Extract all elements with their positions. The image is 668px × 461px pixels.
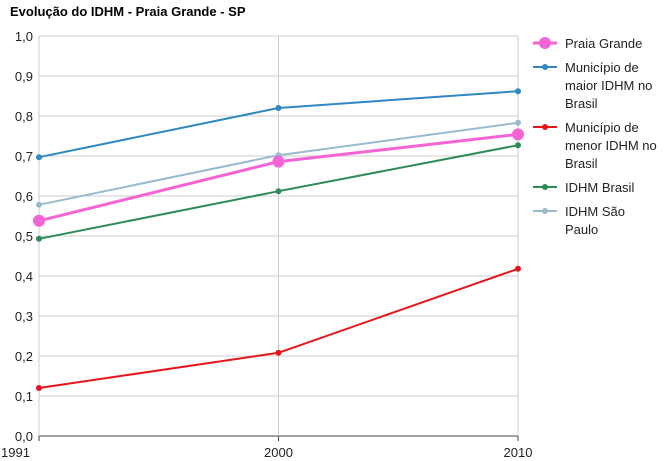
- x-tick-label: 2010: [504, 445, 533, 460]
- data-point: [512, 128, 524, 141]
- legend-label: Município de: [565, 60, 639, 75]
- axes: 0,0 0,1 0,2 0,3 0,4 0,5 0,6 0,7 0,8 0,9 1,0 1991 200…: [1, 29, 532, 460]
- y-tick-label: 0,0: [15, 429, 33, 444]
- x-tick-label: 1991: [1, 445, 30, 460]
- data-point: [515, 88, 521, 95]
- legend-item: Praia Grande: [533, 36, 642, 51]
- data-point: [36, 154, 42, 161]
- legend-label: IDHM São: [565, 204, 625, 219]
- legend-label: Brasil: [565, 156, 598, 171]
- data-point: [275, 105, 282, 111]
- series-2: [36, 265, 521, 391]
- y-tick-label: 0,6: [15, 189, 33, 204]
- y-tick-label: 0,9: [15, 69, 33, 84]
- legend-label: maior IDHM no: [565, 78, 652, 93]
- legend-item: Município de menor IDHM no Brasil: [533, 120, 657, 171]
- legend-swatch-marker: [542, 124, 548, 130]
- data-point: [275, 349, 282, 356]
- y-tick-label: 0,7: [15, 149, 33, 164]
- y-tick-label: 0,2: [15, 349, 33, 364]
- data-point: [36, 201, 42, 208]
- legend-swatch-marker: [539, 37, 551, 49]
- legend-swatch-marker: [542, 208, 548, 214]
- legend-label: Brasil: [565, 96, 598, 111]
- legend-swatch-marker: [542, 184, 548, 190]
- x-tick-label: 2000: [264, 445, 293, 460]
- chart-title: Evolução do IDHM - Praia Grande - SP: [10, 4, 246, 19]
- data-point: [515, 119, 521, 126]
- series-lines: [33, 88, 524, 391]
- legend-item: Município de maior IDHM no Brasil: [533, 60, 652, 111]
- legend-label: IDHM Brasil: [565, 180, 634, 195]
- legend-swatch-marker: [542, 64, 548, 70]
- data-point: [272, 155, 285, 168]
- series-0: [33, 128, 524, 227]
- y-tick-label: 1,0: [15, 29, 33, 44]
- grid: [38, 35, 519, 437]
- data-point: [515, 142, 521, 149]
- legend-label: Município de: [565, 120, 639, 135]
- legend: Praia Grande Município de maior IDHM no Bra…: [533, 36, 657, 237]
- data-point: [36, 235, 42, 242]
- y-tick-label: 0,3: [15, 309, 33, 324]
- data-point: [36, 385, 42, 391]
- series-1: [36, 88, 521, 161]
- legend-label: menor IDHM no: [565, 138, 657, 153]
- y-tick-label: 0,4: [15, 269, 33, 284]
- y-tick-label: 0,5: [15, 229, 33, 244]
- legend-label: Paulo: [565, 222, 598, 237]
- legend-item: IDHM Brasil: [533, 180, 634, 195]
- legend-label: Praia Grande: [565, 36, 642, 51]
- data-point: [33, 214, 45, 227]
- data-point: [275, 188, 282, 195]
- y-tick-label: 0,1: [15, 389, 33, 404]
- series-3: [36, 142, 521, 242]
- data-point: [515, 265, 521, 272]
- y-tick-label: 0,8: [15, 109, 33, 124]
- legend-item: IDHM São Paulo: [533, 204, 625, 237]
